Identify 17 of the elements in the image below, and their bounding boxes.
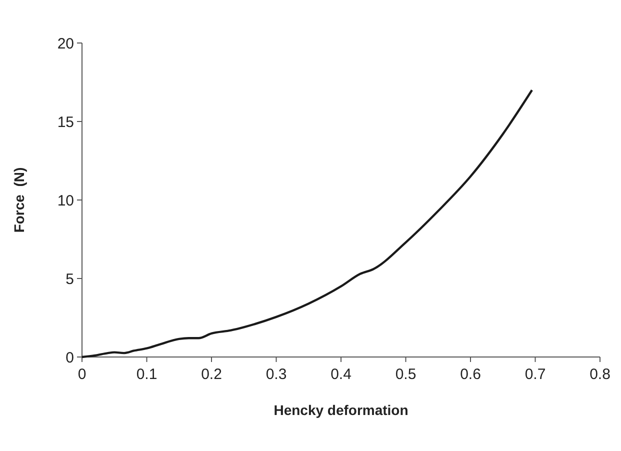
- y-axis-title: Force (N): [11, 167, 27, 233]
- y-tick-label: 5: [66, 270, 74, 288]
- x-axis-title: Hencky deformation: [274, 402, 408, 418]
- y-tick-label: 10: [57, 192, 74, 210]
- y-tick-label: 15: [57, 114, 74, 131]
- x-tick-label: 0: [78, 366, 86, 383]
- x-tick-label: 0.4: [330, 366, 352, 383]
- y-tick-label: 20: [57, 35, 74, 52]
- x-tick-label: 0.7: [524, 366, 546, 383]
- x-tick-label: 0.5: [395, 366, 416, 383]
- line-series: [80, 89, 534, 358]
- y-tick-label: 0: [66, 349, 74, 366]
- x-tick-label: 0.3: [266, 366, 287, 383]
- x-tick-label: 0.1: [136, 366, 158, 383]
- x-tick-label: 0.8: [590, 366, 610, 383]
- x-tick-label: 0.6: [460, 366, 481, 383]
- x-tick-label: 0.2: [201, 366, 222, 383]
